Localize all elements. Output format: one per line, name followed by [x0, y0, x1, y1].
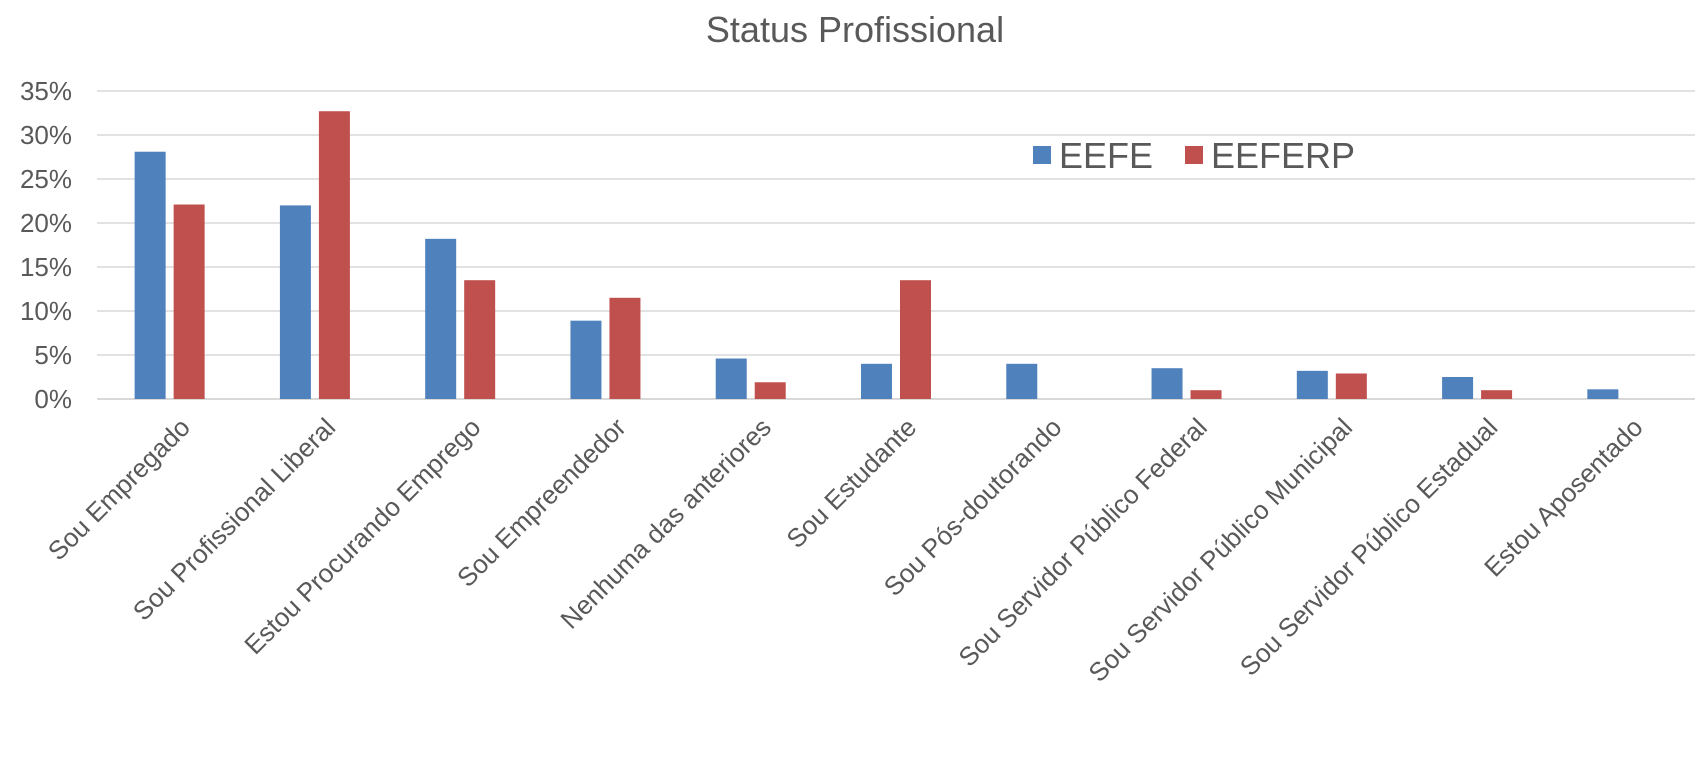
bar-eefe — [425, 238, 457, 399]
x-category-label: Estou Procurando Emprego — [238, 412, 486, 660]
y-tick-label: 10% — [20, 296, 72, 326]
bar-eeferp — [609, 297, 641, 399]
bar-eeferp — [1481, 390, 1513, 399]
legend-swatch — [1185, 146, 1203, 164]
x-category-label: Sou Servidor Público Federal — [952, 412, 1212, 672]
bar-eefe — [715, 358, 747, 399]
x-category-label: Sou Empregado — [42, 412, 196, 566]
bar-eefe — [861, 363, 892, 399]
bar-eefe — [1006, 363, 1038, 399]
y-tick-label: 25% — [20, 164, 72, 194]
y-tick-label: 5% — [34, 340, 72, 370]
bar-eeferp — [1335, 373, 1367, 399]
y-tick-label: 35% — [20, 76, 72, 106]
x-category-label: Sou Estudante — [780, 412, 922, 554]
legend-swatch — [1033, 146, 1051, 164]
x-category-label: Sou Servidor Público Municipal — [1082, 412, 1358, 688]
bar-eefe — [1587, 389, 1619, 399]
bars — [134, 111, 1619, 400]
x-category-label: Sou Servidor Público Estadual — [1234, 412, 1504, 682]
bar-eeferp — [1190, 390, 1222, 399]
bar-eeferp — [754, 382, 786, 399]
bar-eeferp — [318, 111, 350, 400]
bar-eefe — [279, 205, 311, 399]
bar-eefe — [1151, 368, 1183, 399]
y-tick-label: 15% — [20, 252, 72, 282]
gridlines — [97, 90, 1695, 400]
y-tick-label: 0% — [34, 384, 72, 414]
y-axis-ticks: 0% 5% 10% 15% 20% 25% 30% 35% — [20, 76, 72, 414]
legend-item-eefe: EEFE — [1033, 135, 1153, 176]
bar-eefe — [1296, 370, 1328, 399]
bar-eeferp — [900, 280, 931, 399]
chart-title: Status Profissional — [706, 9, 1004, 50]
legend-item-eeferp: EEFERP — [1185, 135, 1355, 176]
y-tick-label: 30% — [20, 120, 72, 150]
x-category-label: Estou Aposentado — [1478, 412, 1648, 582]
legend-label: EEFERP — [1211, 135, 1355, 176]
bar-eeferp — [464, 280, 496, 399]
bar-eeferp — [173, 204, 205, 399]
legend-label: EEFE — [1059, 135, 1153, 176]
legend: EEFE EEFERP — [1033, 135, 1355, 176]
bar-eefe — [570, 320, 602, 399]
y-tick-label: 20% — [20, 208, 72, 238]
bar-eefe — [1442, 377, 1474, 399]
bar-eefe — [134, 151, 166, 399]
